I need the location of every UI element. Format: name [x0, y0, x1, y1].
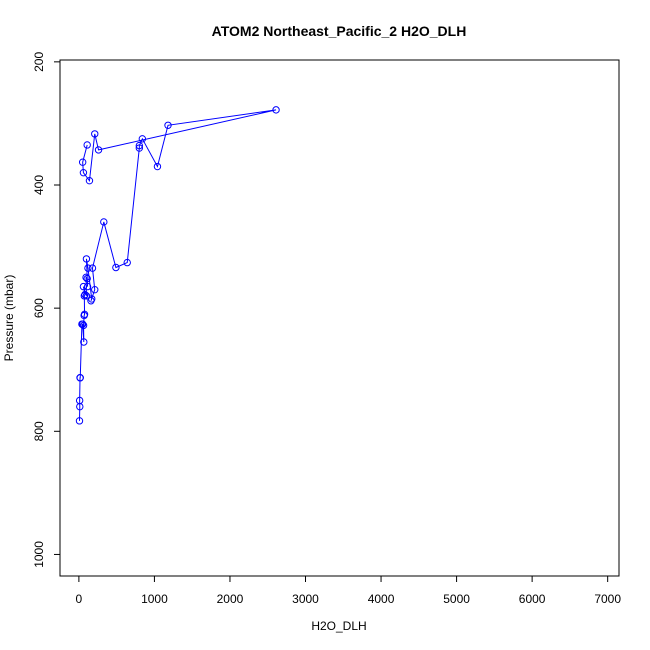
data-point [83, 274, 91, 283]
x-tick-label: 7000 [594, 592, 621, 606]
y-axis: 200 400 600 800 1000 [32, 52, 60, 568]
data-point [94, 146, 103, 154]
x-tick-label: 0 [76, 592, 83, 606]
y-tick-label: 800 [32, 421, 46, 441]
data-point [80, 310, 89, 319]
data-point [83, 141, 91, 149]
data-point [135, 144, 144, 152]
data-point [123, 258, 131, 267]
data-point [78, 320, 87, 328]
data-point [91, 130, 99, 138]
x-tick-label: 1000 [141, 592, 168, 606]
series-line [78, 109, 277, 421]
y-tick-label: 600 [32, 298, 46, 318]
data-point [100, 218, 108, 226]
data-point [138, 135, 147, 143]
data-point [81, 290, 89, 299]
data-point [79, 321, 88, 330]
data-point [79, 168, 88, 177]
data-point [79, 282, 88, 291]
data-point [82, 273, 90, 282]
x-tick-label: 6000 [519, 592, 546, 606]
data-point [76, 374, 84, 382]
data-point [82, 255, 91, 263]
series-layer [75, 106, 280, 425]
x-tick-label: 5000 [443, 592, 470, 606]
data-point [153, 162, 162, 171]
x-tick-label: 3000 [292, 592, 319, 606]
data-point [78, 158, 87, 166]
data-point [88, 264, 97, 272]
data-point [84, 264, 92, 272]
data-point [80, 338, 88, 346]
data-point [272, 106, 280, 114]
x-axis-label: H2O_DLH [311, 619, 366, 633]
y-tick-label: 400 [32, 175, 46, 195]
x-tick-label: 2000 [217, 592, 244, 606]
data-point [75, 396, 84, 405]
data-point [91, 285, 99, 294]
data-point [82, 292, 91, 300]
data-point [164, 121, 172, 129]
data-point [87, 297, 95, 305]
chart-title: ATOM2 Northeast_Pacific_2 H2O_DLH [212, 23, 467, 39]
y-tick-label: 1000 [32, 541, 46, 568]
data-point [112, 263, 120, 272]
data-point [83, 282, 92, 291]
data-point [135, 141, 144, 150]
y-axis-label: Pressure (mbar) [2, 275, 16, 362]
x-tick-label: 4000 [368, 592, 395, 606]
y-tick-label: 200 [32, 52, 46, 72]
x-axis: 0 1000 2000 3000 4000 5000 6000 7000 [76, 575, 621, 606]
data-point [75, 417, 84, 425]
data-point [85, 176, 94, 185]
